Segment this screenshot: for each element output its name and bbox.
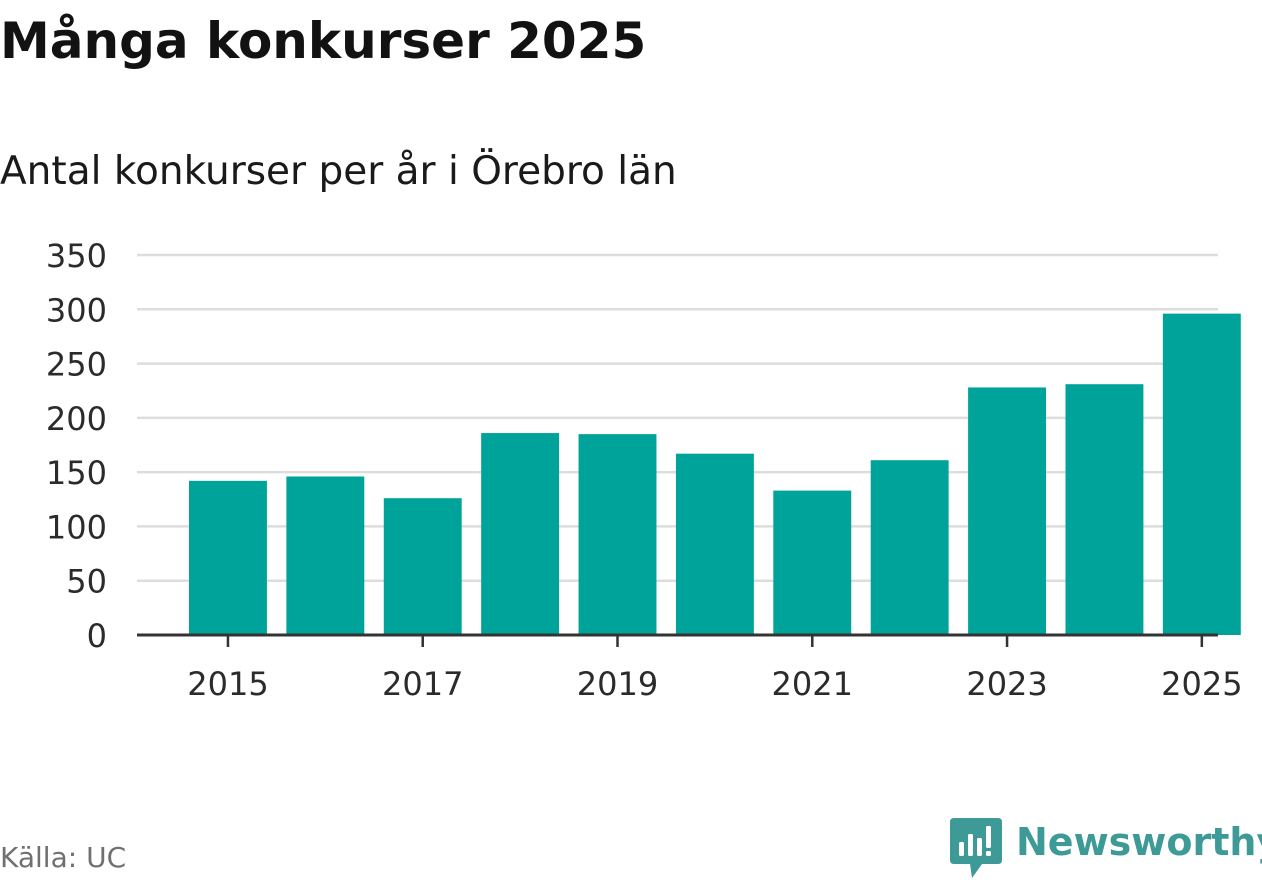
bar-2017: [383, 498, 462, 635]
bar-2024: [1065, 384, 1144, 635]
brand-name: Newsworthy: [1016, 820, 1262, 864]
y-tick-label: 150: [46, 454, 107, 492]
brand[interactable]: Newsworthy: [950, 818, 1262, 880]
x-tick-label: 2023: [966, 665, 1047, 703]
y-tick-label: 100: [46, 508, 107, 546]
x-tick-label: 2021: [772, 665, 853, 703]
y-tick-label: 300: [46, 291, 107, 329]
bar-2015: [189, 480, 267, 635]
y-tick-label: 200: [46, 400, 107, 438]
bar-2023: [968, 387, 1047, 635]
chart-subtitle: Antal konkurser per år i Örebro län: [0, 149, 677, 194]
bar-2022: [870, 460, 949, 635]
bars: [189, 313, 1241, 635]
x-tick-label: 2017: [382, 665, 463, 703]
bar-2016: [286, 476, 365, 635]
x-axis: 2015 2017 2019 2021 2023 2025: [137, 633, 1243, 703]
x-tick-label: 2019: [577, 665, 658, 703]
newsworthy-logo-icon: [950, 818, 1002, 878]
y-tick-label: 0: [87, 617, 107, 655]
x-tick-label: 2015: [187, 665, 268, 703]
chart-title: Många konkurser 2025: [0, 12, 647, 70]
source-note: Källa: UC: [0, 841, 127, 874]
bar-2018: [481, 433, 560, 635]
bar-2025: [1162, 313, 1241, 635]
bar-2021: [773, 490, 852, 635]
y-axis-labels: 0 50 100 150 200 250 300 350: [46, 237, 107, 655]
y-tick-label: 350: [46, 237, 107, 275]
bar-2020: [675, 453, 754, 635]
y-tick-label: 50: [66, 563, 107, 601]
y-tick-label: 250: [46, 346, 107, 384]
bar-2019: [578, 434, 657, 635]
x-tick-label: 2025: [1161, 665, 1242, 703]
